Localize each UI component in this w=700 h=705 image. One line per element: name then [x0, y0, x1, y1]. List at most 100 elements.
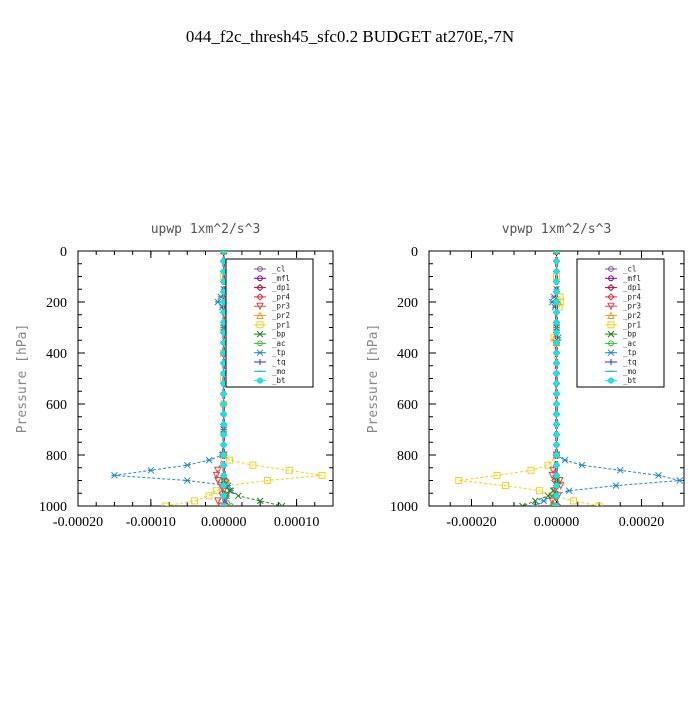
legend-entry: _pr4 [623, 292, 642, 301]
legend-entry: _pr1 [272, 320, 290, 329]
plot-area [111, 251, 326, 506]
series-point-bp [519, 502, 526, 506]
series-point-bt [220, 441, 227, 448]
legend-entry: _tq [623, 358, 637, 367]
series-point-tp [561, 456, 569, 464]
series-point-bt [553, 492, 560, 499]
series-point-bp [544, 492, 552, 500]
page-title: 044_f2c_thresh45_sfc0.2 BUDGET at270E,-7… [186, 27, 514, 46]
y-axis-label: Pressure [hPa] [366, 324, 381, 434]
legend-entry: _mo [623, 367, 637, 376]
series-point-bt [553, 462, 560, 469]
series-point-bt [553, 309, 560, 316]
y-tick-label: 600 [397, 398, 418, 413]
series-point-pr3 [214, 477, 222, 485]
series-point-tp [540, 497, 548, 505]
series-point-pr1 [527, 466, 535, 474]
series-point-bt [553, 268, 560, 275]
legend-entry: _mfl [272, 274, 290, 283]
legend-marker [607, 321, 615, 329]
series-point-bt [553, 278, 560, 285]
y-tick-label: 800 [397, 449, 418, 464]
series-point-pr1 [318, 471, 326, 479]
chart-upwp: upwp 1xm^2/s^3 Pressure [hPa] 0 200 400 600 80… [15, 222, 334, 530]
legend-entry: _tq [272, 358, 286, 367]
series-point-bt [553, 339, 560, 346]
series-point-bt [553, 400, 560, 408]
series-line-pr1 [458, 251, 600, 506]
legend-marker [607, 302, 615, 311]
series-point-bt [553, 258, 560, 265]
legend-entry: _cl [623, 265, 637, 274]
legend-entry: _dp1 [272, 283, 290, 292]
series-point-pr1 [191, 497, 199, 505]
series-point-bt [553, 370, 560, 377]
series-point-bt [553, 329, 560, 336]
series-point-pr1 [570, 497, 577, 505]
series-point-bt [553, 251, 560, 255]
series-point-pr1 [455, 477, 463, 484]
legend-marker [257, 340, 263, 347]
legend-box [225, 258, 314, 388]
series-point-bt [553, 411, 560, 418]
x-tick-label: -0.00020 [53, 515, 103, 530]
series-point-tp [531, 502, 539, 506]
series-point-bt [220, 390, 227, 397]
series-point-bp [234, 492, 242, 500]
y-tick-label: 400 [46, 347, 67, 362]
legend-marker [607, 283, 615, 292]
legend-marker [608, 266, 614, 272]
series-point-bt [220, 421, 227, 428]
series-point-tp [612, 482, 620, 489]
legend-marker [256, 293, 264, 301]
x-tick-label: 0.00010 [274, 515, 320, 530]
legend-entry: _ac [623, 339, 637, 348]
series-point-tp [111, 472, 118, 479]
series-point-bt [553, 319, 560, 326]
series-point-pr1 [544, 461, 552, 469]
series-point-pr1 [205, 492, 213, 500]
series-point-bt [553, 441, 560, 448]
series-point-pr1 [263, 477, 271, 484]
y-tick-label: 800 [46, 449, 67, 464]
y-tick-label: 200 [397, 296, 418, 311]
series-point-tp [183, 477, 191, 484]
series-point-bt [220, 492, 227, 499]
series-point-pr1 [212, 487, 220, 495]
y-tick-label: 1000 [390, 500, 418, 515]
series-point-ac [228, 503, 234, 506]
series-point-bt [220, 472, 227, 479]
chart-title: upwp 1xm^2/s^3 [151, 222, 261, 237]
series-point-bt [553, 349, 560, 357]
legend-entry: _pr3 [272, 302, 290, 311]
legend-marker [607, 293, 615, 301]
legend-entry: _bt [623, 376, 637, 385]
series-line-pr3 [215, 251, 228, 506]
series-point-bt [553, 502, 560, 506]
series-point-pr1 [493, 471, 501, 479]
x-tick-label: -0.00020 [446, 515, 496, 530]
series-point-bt [553, 472, 560, 479]
legend-marker [607, 311, 615, 319]
legend-entry: _cl [272, 265, 286, 274]
y-tick-label: 400 [397, 347, 418, 362]
series-point-ac [549, 503, 556, 506]
legend-marker [257, 266, 263, 272]
x-tick-label: -0.00010 [126, 515, 176, 530]
legend-entry: _bt [272, 376, 286, 385]
series-point-bt [220, 462, 227, 469]
legend-marker [257, 275, 263, 282]
series-point-tp [655, 472, 662, 479]
y-tick-label: 0 [411, 245, 418, 260]
chart-title: vpwp 1xm^2/s^3 [502, 222, 612, 237]
y-tick-label: 1000 [39, 500, 67, 515]
series-point-pr1 [595, 502, 603, 506]
legend-marker [607, 330, 615, 338]
y-tick-label: 0 [60, 245, 67, 260]
series-point-bt [220, 482, 227, 489]
series-point-bt [553, 380, 560, 387]
series-point-tp [214, 298, 222, 306]
series-point-pr3 [212, 471, 221, 480]
series-point-pr1 [226, 456, 234, 464]
